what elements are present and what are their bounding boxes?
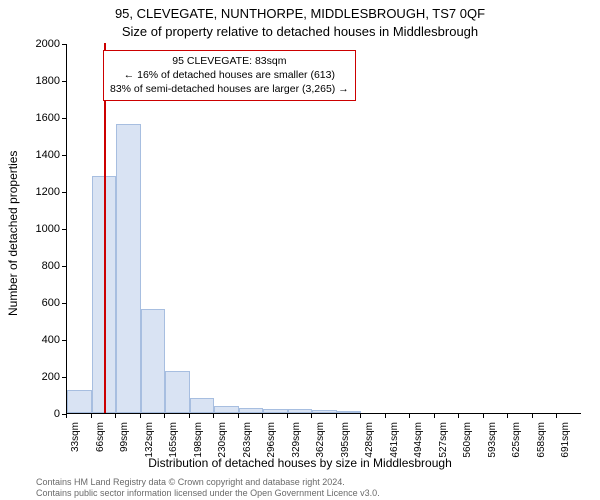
y-tick-mark	[62, 192, 66, 193]
y-tick-mark	[62, 229, 66, 230]
y-tick-label: 2000	[20, 38, 60, 50]
annotation-line3: 83% of semi-detached houses are larger (…	[110, 82, 349, 96]
x-tick-label: 428sqm	[364, 422, 375, 472]
histogram-bar	[190, 398, 215, 413]
histogram-bar	[67, 390, 92, 413]
histogram-bar	[312, 410, 337, 413]
y-tick-label: 1000	[20, 223, 60, 235]
histogram-bar	[141, 309, 166, 413]
x-tick-label: 99sqm	[119, 422, 130, 472]
y-tick-label: 0	[20, 408, 60, 420]
x-tick-label: 198sqm	[193, 422, 204, 472]
x-tick-label: 296sqm	[266, 422, 277, 472]
histogram-bar	[116, 124, 141, 413]
annotation-line2: ← 16% of detached houses are smaller (61…	[110, 68, 349, 82]
annotation-line1: 95 CLEVEGATE: 83sqm	[110, 54, 349, 68]
chart-container: 95, CLEVEGATE, NUNTHORPE, MIDDLESBROUGH,…	[0, 0, 600, 500]
x-tick-label: 329sqm	[291, 422, 302, 472]
x-tick-mark	[385, 414, 386, 418]
x-tick-mark	[238, 414, 239, 418]
x-tick-label: 658sqm	[536, 422, 547, 472]
histogram-bar	[165, 371, 190, 413]
x-tick-label: 560sqm	[462, 422, 473, 472]
x-tick-label: 165sqm	[168, 422, 179, 472]
x-tick-label: 33sqm	[70, 422, 81, 472]
x-tick-label: 395sqm	[340, 422, 351, 472]
histogram-bar	[239, 408, 264, 413]
x-tick-mark	[91, 414, 92, 418]
y-tick-mark	[62, 340, 66, 341]
x-tick-mark	[336, 414, 337, 418]
x-tick-mark	[287, 414, 288, 418]
x-tick-label: 230sqm	[217, 422, 228, 472]
x-tick-mark	[507, 414, 508, 418]
x-tick-label: 527sqm	[438, 422, 449, 472]
x-tick-mark	[115, 414, 116, 418]
y-tick-mark	[62, 266, 66, 267]
y-tick-mark	[62, 81, 66, 82]
x-tick-mark	[360, 414, 361, 418]
y-tick-label: 1200	[20, 186, 60, 198]
histogram-bar	[263, 409, 288, 413]
histogram-bar	[288, 409, 313, 413]
x-tick-mark	[189, 414, 190, 418]
x-tick-label: 132sqm	[144, 422, 155, 472]
x-tick-label: 494sqm	[413, 422, 424, 472]
y-tick-mark	[62, 377, 66, 378]
y-tick-mark	[62, 155, 66, 156]
y-tick-label: 800	[20, 260, 60, 272]
y-tick-mark	[62, 303, 66, 304]
x-tick-mark	[262, 414, 263, 418]
x-tick-mark	[532, 414, 533, 418]
x-tick-mark	[409, 414, 410, 418]
annotation-box: 95 CLEVEGATE: 83sqm ← 16% of detached ho…	[103, 50, 356, 101]
x-tick-mark	[213, 414, 214, 418]
histogram-bar	[337, 411, 362, 413]
y-tick-mark	[62, 44, 66, 45]
x-tick-label: 593sqm	[487, 422, 498, 472]
chart-title-line2: Size of property relative to detached ho…	[0, 24, 600, 39]
y-tick-label: 400	[20, 334, 60, 346]
footer-line1: Contains HM Land Registry data © Crown c…	[36, 477, 380, 487]
x-tick-mark	[483, 414, 484, 418]
y-tick-label: 1800	[20, 75, 60, 87]
x-tick-label: 461sqm	[389, 422, 400, 472]
x-tick-label: 263sqm	[242, 422, 253, 472]
y-tick-label: 1400	[20, 149, 60, 161]
y-tick-label: 1600	[20, 112, 60, 124]
x-tick-mark	[140, 414, 141, 418]
y-tick-label: 600	[20, 297, 60, 309]
x-tick-mark	[311, 414, 312, 418]
x-tick-mark	[556, 414, 557, 418]
chart-title-line1: 95, CLEVEGATE, NUNTHORPE, MIDDLESBROUGH,…	[0, 6, 600, 21]
footer-attribution: Contains HM Land Registry data © Crown c…	[36, 477, 380, 498]
x-tick-label: 625sqm	[511, 422, 522, 472]
x-tick-mark	[66, 414, 67, 418]
x-tick-mark	[434, 414, 435, 418]
y-tick-mark	[62, 118, 66, 119]
x-tick-label: 691sqm	[560, 422, 571, 472]
x-tick-mark	[458, 414, 459, 418]
histogram-bar	[214, 406, 239, 413]
x-tick-label: 362sqm	[315, 422, 326, 472]
y-axis-label: Number of detached properties	[6, 151, 20, 316]
x-tick-mark	[164, 414, 165, 418]
y-tick-label: 200	[20, 371, 60, 383]
x-tick-label: 66sqm	[95, 422, 106, 472]
footer-line2: Contains public sector information licen…	[36, 488, 380, 498]
